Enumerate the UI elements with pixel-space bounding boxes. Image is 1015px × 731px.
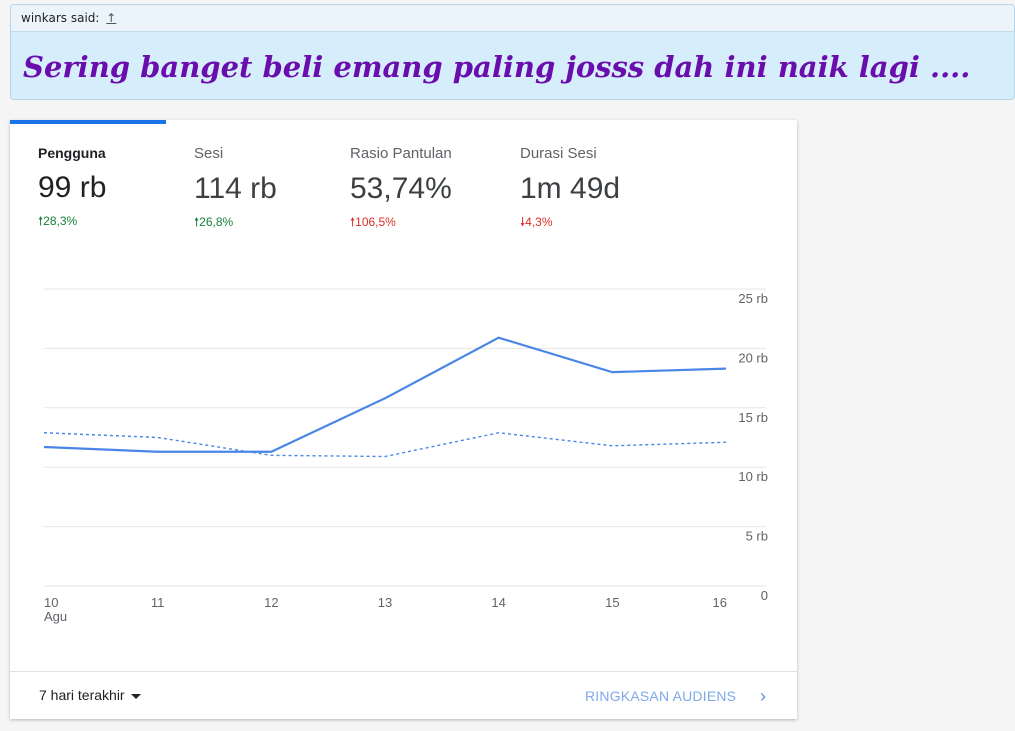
active-tab-indicator: [10, 120, 166, 124]
metric-tab-durasi-sesi[interactable]: Durasi Sesi 1m 49d 🠗4,3%: [520, 145, 620, 234]
x-tick-label: 10: [44, 595, 58, 610]
y-tick-label: 15 rb: [738, 410, 768, 425]
x-tick-label: 12: [264, 595, 278, 610]
metric-label: Durasi Sesi: [520, 145, 597, 162]
metric-change: 🠕26,8%: [194, 215, 234, 229]
audience-overview-link[interactable]: RINGKASAN AUDIENS: [585, 688, 737, 704]
series-line-current: [43, 336, 727, 453]
arrow-down-icon: 🠗: [520, 215, 526, 229]
divider: [10, 671, 797, 672]
metric-label: Pengguna: [38, 145, 106, 161]
metric-label: Rasio Pantulan: [350, 145, 452, 162]
metric-tab-sesi[interactable]: Sesi 114 rb 🠕26,8%: [194, 145, 277, 234]
quote-author: winkars said:: [21, 11, 100, 25]
series-line-previous: [43, 432, 727, 458]
y-tick-label: 5 rb: [746, 529, 768, 544]
quote-header: winkars said: ↑: [11, 5, 1014, 32]
analytics-card: Pengguna 99 rb 🠕28,3% Sesi 114 rb 🠕26,8%…: [10, 120, 797, 719]
y-tick-label: 20 rb: [738, 350, 768, 365]
metric-label: Sesi: [194, 145, 224, 162]
date-range-dropdown[interactable]: 7 hari terakhir: [39, 687, 141, 703]
y-tick-label: 10 rb: [738, 469, 768, 484]
quote-source-link-icon[interactable]: ↑: [106, 11, 117, 25]
arrow-up-icon: 🠕: [38, 214, 44, 228]
metric-change: 🠗4,3%: [520, 215, 553, 229]
metric-tab-rasio-pantulan[interactable]: Rasio Pantulan 53,74% 🠕106,5%: [350, 145, 452, 234]
metric-tab-pengguna[interactable]: Pengguna 99 rb 🠕28,3%: [38, 145, 106, 233]
metric-value: 114 rb: [194, 172, 277, 205]
quote-box: winkars said: ↑ Sering banget beli emang…: [10, 4, 1015, 100]
x-tick-sublabel: Agu: [44, 609, 67, 624]
x-tick-label: 13: [378, 595, 392, 610]
line-chart: 25 rb 20 rb 15 rb 10 rb 5 rb 0 10 11 12 13 14 15 16 A…: [43, 288, 768, 624]
caret-down-icon: [130, 693, 141, 699]
metric-change: 🠕106,5%: [350, 215, 396, 229]
x-tick-label: 16: [713, 595, 727, 610]
metric-value: 1m 49d: [520, 172, 621, 205]
y-tick-label: 0: [761, 588, 768, 603]
x-tick-label: 11: [151, 595, 165, 610]
x-tick-label: 14: [491, 595, 505, 610]
metric-value: 53,74%: [350, 172, 452, 205]
metric-value: 99 rb: [38, 171, 107, 204]
arrow-up-icon: 🠕: [350, 215, 356, 229]
chevron-right-icon[interactable]: ›: [760, 686, 766, 706]
metric-change: 🠕28,3%: [38, 214, 78, 228]
y-tick-label: 25 rb: [738, 291, 768, 306]
date-range-label: 7 hari terakhir: [39, 687, 125, 703]
quote-text: Sering banget beli emang paling josss da…: [23, 50, 971, 84]
x-tick-label: 15: [605, 595, 619, 610]
arrow-up-icon: 🠕: [194, 215, 200, 229]
